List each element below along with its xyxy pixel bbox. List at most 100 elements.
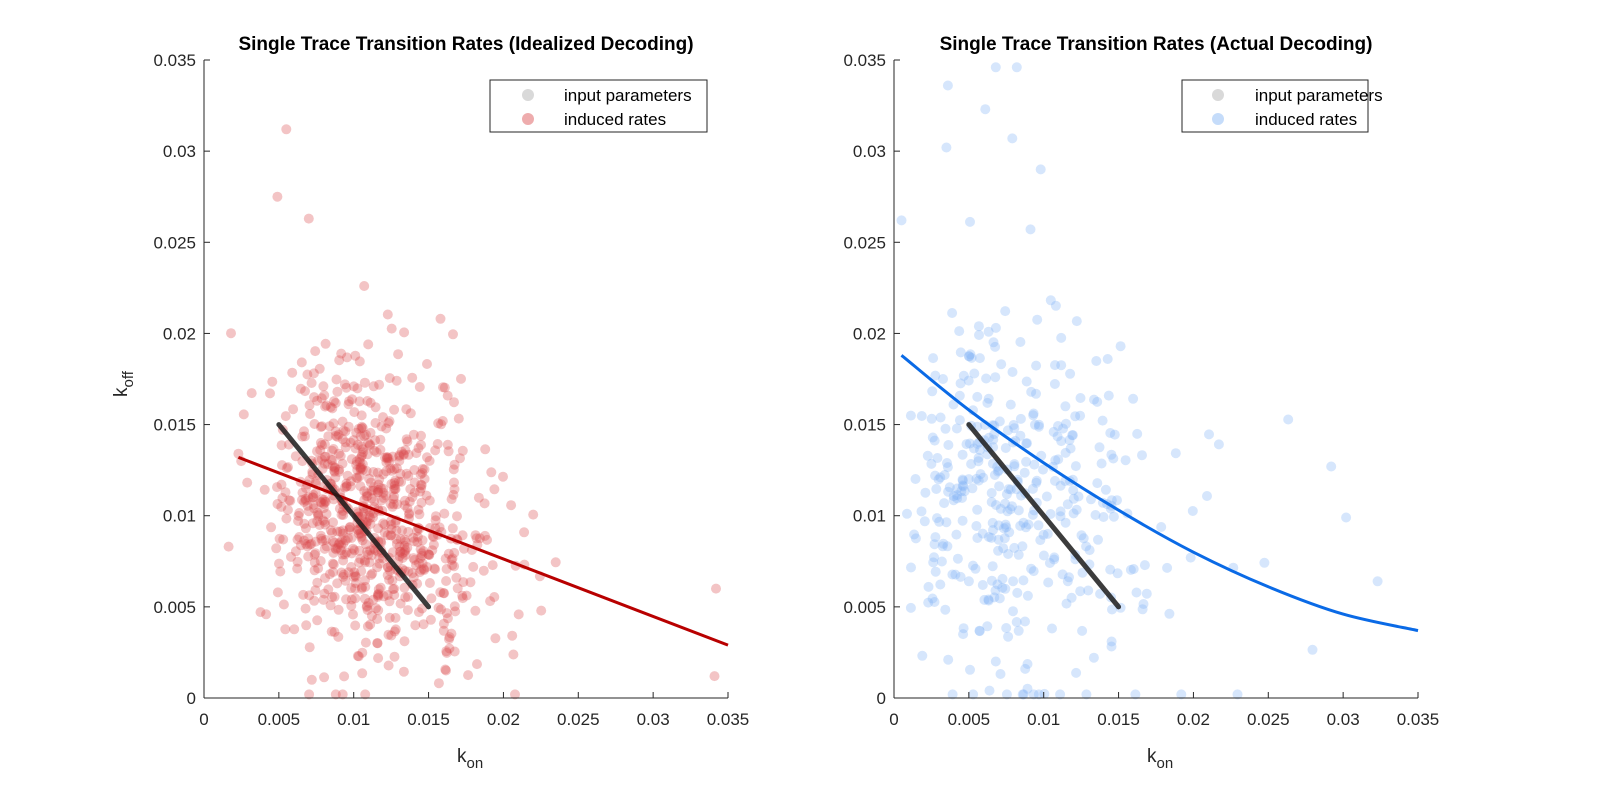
- y-tick-label: 0.025: [153, 233, 196, 252]
- data-point: [357, 422, 368, 433]
- data-point: [319, 543, 330, 554]
- data-point: [928, 353, 939, 364]
- data-point: [1000, 583, 1011, 594]
- data-point: [408, 572, 419, 583]
- data-point: [365, 427, 376, 438]
- legend-label-induced: induced rates: [564, 110, 666, 129]
- data-point: [330, 689, 341, 700]
- data-point: [389, 626, 400, 637]
- data-point: [365, 519, 376, 529]
- data-point: [442, 613, 453, 624]
- data-point: [292, 556, 303, 567]
- data-point: [419, 473, 430, 484]
- data-point: [373, 590, 384, 601]
- data-point: [1128, 564, 1139, 574]
- data-point: [329, 396, 339, 407]
- data-point: [1013, 549, 1024, 560]
- data-point: [433, 418, 444, 429]
- data-point: [947, 689, 958, 700]
- data-point: [408, 532, 419, 543]
- data-point: [920, 487, 931, 498]
- data-point: [317, 494, 328, 505]
- data-point: [449, 397, 459, 408]
- data-point: [282, 504, 293, 515]
- data-point: [345, 481, 356, 492]
- data-point: [988, 337, 999, 348]
- data-point: [1081, 689, 1092, 700]
- data-point: [267, 376, 278, 387]
- data-point: [266, 522, 277, 533]
- data-point: [389, 484, 400, 494]
- data-point: [1132, 428, 1143, 439]
- data-point: [955, 378, 966, 389]
- data-point: [402, 605, 413, 616]
- data-point: [1048, 426, 1059, 437]
- data-point: [352, 464, 363, 475]
- y-tick-label: 0.02: [853, 324, 886, 343]
- data-point: [368, 381, 379, 392]
- data-point: [1102, 354, 1113, 364]
- data-point: [961, 439, 972, 450]
- data-point: [261, 609, 272, 620]
- data-point: [280, 487, 291, 498]
- data-point: [327, 403, 338, 414]
- data-point: [399, 636, 410, 647]
- data-point: [1021, 456, 1032, 467]
- data-point: [295, 383, 306, 394]
- data-point: [1055, 480, 1066, 491]
- data-point: [310, 548, 321, 559]
- data-point: [1077, 567, 1088, 578]
- data-point: [336, 509, 347, 520]
- data-point: [337, 534, 348, 545]
- data-point: [957, 449, 968, 460]
- data-point: [1049, 552, 1060, 563]
- data-point: [974, 353, 985, 364]
- data-point: [382, 453, 393, 464]
- data-point: [332, 431, 343, 442]
- data-point: [345, 437, 356, 448]
- data-point: [378, 412, 388, 423]
- data-point: [372, 487, 383, 498]
- data-point: [944, 482, 955, 493]
- data-point: [1067, 430, 1078, 441]
- data-point: [309, 392, 320, 403]
- legend-label-input: input parameters: [1255, 86, 1383, 105]
- data-point: [993, 545, 1004, 556]
- data-point: [337, 416, 348, 427]
- data-point: [948, 495, 959, 506]
- data-point: [1001, 522, 1012, 533]
- data-point: [1070, 411, 1081, 422]
- data-point: [417, 550, 428, 561]
- data-point: [320, 338, 331, 349]
- data-point: [351, 459, 362, 470]
- data-point: [444, 643, 455, 654]
- data-point: [916, 506, 927, 517]
- data-point: [302, 369, 313, 380]
- data-point: [359, 486, 370, 497]
- data-point: [346, 454, 357, 465]
- data-point: [338, 571, 349, 582]
- data-point: [1176, 689, 1187, 700]
- data-point: [448, 464, 459, 475]
- legend: input parameters induced rates: [1181, 79, 1383, 133]
- data-point: [387, 547, 398, 558]
- data-point: [355, 464, 366, 475]
- data-point: [1007, 367, 1018, 377]
- data-point: [969, 443, 979, 454]
- data-point: [1035, 535, 1046, 546]
- data-point: [422, 562, 433, 572]
- data-point: [384, 612, 395, 623]
- data-point: [977, 528, 988, 539]
- data-point: [1045, 509, 1056, 519]
- data-point: [415, 486, 425, 497]
- data-point: [374, 379, 385, 390]
- data-point: [967, 483, 978, 494]
- data-point: [982, 621, 993, 632]
- data-point: [360, 557, 371, 568]
- data-point: [319, 494, 330, 505]
- data-point: [276, 479, 287, 490]
- data-point: [398, 450, 409, 460]
- data-point: [952, 483, 963, 494]
- data-point: [415, 469, 426, 480]
- data-point: [1372, 576, 1383, 587]
